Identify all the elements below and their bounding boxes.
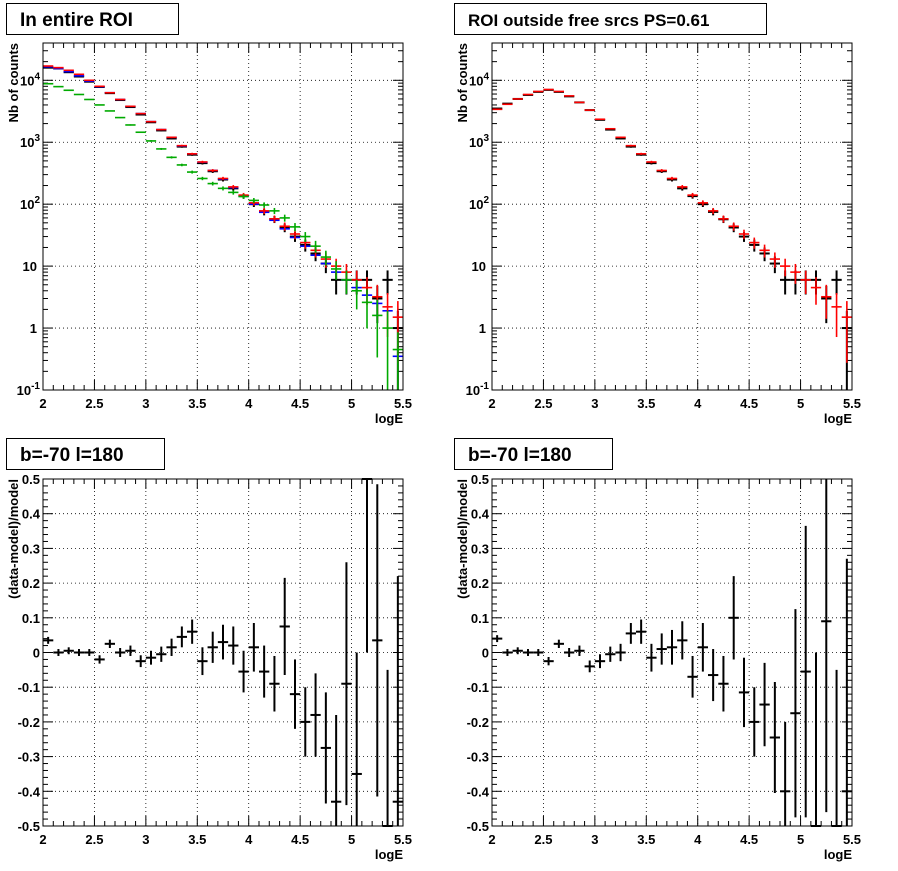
y-tick-label: 10-1 <box>17 381 41 398</box>
x-tick-label: 3 <box>591 396 598 411</box>
x-tick-label: 5 <box>348 832 355 847</box>
x-tick-label: 4.5 <box>740 396 758 411</box>
x-tick-label: 2 <box>488 832 495 847</box>
panel-3: 2 2.5 3 3.5 4 4.5 5 5.5 -0.5 -0.4 -0.3 -0.2 -0.1 0 0.1… <box>6 438 412 862</box>
x-tick-label: 2.5 <box>85 396 103 411</box>
x-tick-label: 4.5 <box>291 832 309 847</box>
y-tick-label: 0.1 <box>471 611 489 626</box>
x-tick-label: 4 <box>245 832 253 847</box>
panel-title-box <box>6 438 165 470</box>
x-tick-label: 2.5 <box>85 832 103 847</box>
x-tick-label: 2.5 <box>534 396 552 411</box>
series-1 <box>43 478 403 827</box>
panel-title: In entire ROI <box>20 10 133 31</box>
plot-area <box>492 43 852 390</box>
y-axis-title: (data-model)/model <box>455 479 470 599</box>
y-tick-label: 102 <box>20 195 40 212</box>
y-tick-label: 0.4 <box>22 507 41 522</box>
y-tick-label: 10 <box>23 259 37 274</box>
y-tick-label: -0.4 <box>467 784 490 799</box>
y-tick-label: -0.3 <box>18 750 40 765</box>
x-tick-label: 3.5 <box>637 832 655 847</box>
x-tick-label: 4 <box>694 396 702 411</box>
x-axis-title: logE <box>375 411 403 426</box>
plot-frame <box>42 478 404 827</box>
y-tick-label: 0.3 <box>471 541 489 556</box>
x-tick-label: 4 <box>245 396 253 411</box>
x-tick-label: 3 <box>591 832 598 847</box>
x-axis-title: logE <box>375 847 403 862</box>
plot-frame <box>42 42 404 391</box>
y-tick-label: 103 <box>469 133 489 150</box>
plot-frame <box>491 478 853 827</box>
y-tick-label: -0.5 <box>467 819 489 834</box>
x-tick-label: 5 <box>348 396 355 411</box>
plot-area <box>43 43 403 390</box>
y-tick-label: 0.2 <box>471 576 489 591</box>
panel-title: ROI outside free srcs PS=0.61 <box>468 11 709 30</box>
x-tick-label: 3 <box>142 396 149 411</box>
y-tick-label: 0.5 <box>22 472 40 487</box>
y-tick-label: 10-1 <box>466 381 490 398</box>
y-tick-label: 0.4 <box>471 507 490 522</box>
x-tick-label: 2.5 <box>534 832 552 847</box>
panel-title-box <box>454 438 613 470</box>
x-tick-label: 2 <box>488 396 495 411</box>
y-tick-label: 10 <box>472 259 486 274</box>
y-tick-label: 104 <box>469 71 489 88</box>
x-axis-title: logE <box>824 411 852 426</box>
y-tick-label: 0 <box>33 646 40 661</box>
panel-4: 2 2.5 3 3.5 4 4.5 5 5.5 -0.5 -0.4 -0.3 -0.2 -0.1 0 0.1… <box>454 438 861 862</box>
x-tick-label: 3.5 <box>188 396 206 411</box>
panel-title-box <box>454 3 767 35</box>
y-tick-label: -0.5 <box>18 819 40 834</box>
x-tick-label: 5 <box>797 832 804 847</box>
x-tick-label: 3.5 <box>188 832 206 847</box>
series-2 <box>492 88 852 363</box>
series-4 <box>43 82 403 390</box>
y-tick-label: 103 <box>20 133 40 150</box>
y-tick-label: -0.4 <box>18 784 41 799</box>
x-tick-label: 5.5 <box>843 396 861 411</box>
x-axis-title: logE <box>824 847 852 862</box>
y-tick-label: 1 <box>30 321 37 336</box>
y-tick-label: -0.1 <box>467 680 489 695</box>
x-tick-label: 4 <box>694 832 702 847</box>
panel-2: 2 2.5 3 3.5 4 4.5 5 5.5 10-1 1 10 102 103 104 logE Nb o… <box>454 3 861 426</box>
x-tick-label: 2 <box>39 832 46 847</box>
y-axis-title: Nb of counts <box>455 43 470 122</box>
y-tick-label: -0.3 <box>467 750 489 765</box>
y-tick-label: -0.1 <box>18 680 40 695</box>
x-tick-label: 5.5 <box>394 396 412 411</box>
y-tick-label: 0 <box>482 646 489 661</box>
panel-title-box <box>6 3 179 35</box>
y-axis-title: Nb of counts <box>6 43 21 122</box>
series-1 <box>492 479 852 827</box>
x-tick-label: 2 <box>39 396 46 411</box>
x-tick-label: 3 <box>142 832 149 847</box>
y-tick-label: 1 <box>479 321 486 336</box>
panel-1: 2 2.5 3 3.5 4 4.5 5 5.5 10-1 1 10 102 103 104 logE Nb o… <box>6 3 412 426</box>
y-tick-label: 102 <box>469 195 489 212</box>
x-tick-label: 4.5 <box>740 832 758 847</box>
y-tick-label: -0.2 <box>18 715 40 730</box>
x-tick-label: 5 <box>797 396 804 411</box>
y-axis-title: (data-model)/model <box>6 479 21 599</box>
y-tick-label: 0.1 <box>22 611 40 626</box>
y-tick-label: 0.2 <box>22 576 40 591</box>
x-tick-label: 5.5 <box>843 832 861 847</box>
y-tick-label: -0.2 <box>467 715 489 730</box>
y-tick-label: 104 <box>20 71 40 88</box>
x-tick-label: 3.5 <box>637 396 655 411</box>
panel-title: b=-70 l=180 <box>468 445 572 466</box>
panel-title: b=-70 l=180 <box>20 445 124 466</box>
x-tick-label: 5.5 <box>394 832 412 847</box>
y-tick-label: 0.3 <box>22 541 40 556</box>
y-tick-label: 0.5 <box>471 472 489 487</box>
x-tick-label: 4.5 <box>291 396 309 411</box>
plot-frame <box>491 42 853 391</box>
